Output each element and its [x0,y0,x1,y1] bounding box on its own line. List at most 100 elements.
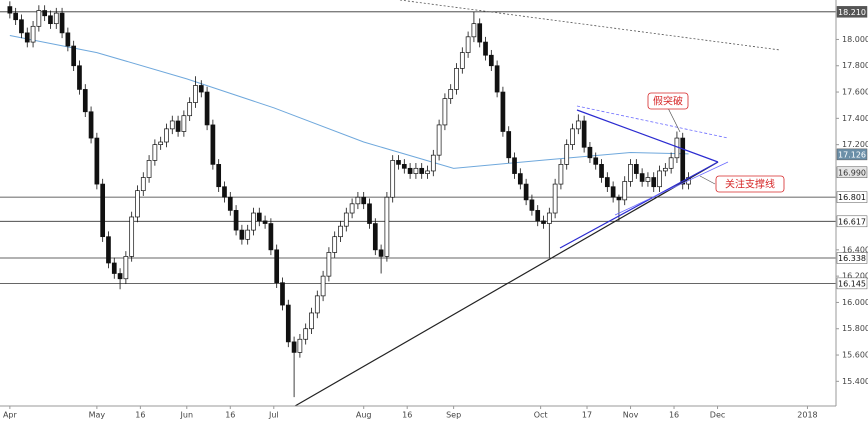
level-label: 16.338 [838,254,866,263]
candle-body [262,220,268,224]
annotation-box [715,175,785,193]
support-line-blue [559,161,719,249]
candle-body [628,164,633,182]
x-tick-label: 2018 [797,411,817,420]
candle-body [53,12,59,25]
y-tick-label: 16.000 [842,298,868,307]
candle-body [65,32,71,47]
candle-body [616,196,622,201]
candle-body [309,312,314,330]
candle-body [227,196,233,211]
candle-body [523,183,529,201]
resistance-line [576,109,719,163]
level-label-box [836,277,868,290]
candle-body [117,273,123,280]
candle-body [216,164,222,188]
candle-body [175,120,181,132]
candle-body [465,36,471,53]
x-tick-label: Jun [180,411,194,420]
candle-body [587,146,593,159]
x-tick-label: 16 [225,411,235,420]
candle-body [274,249,280,284]
x-tick-label: Sep [446,411,461,420]
y-tick-label: 15.600 [842,351,868,360]
x-tick-label: 16 [669,411,679,420]
candle-body [535,210,541,222]
candle-body [140,177,146,192]
candle-body [483,41,488,56]
candle-body [546,212,552,224]
candle-body [541,220,546,224]
candle-body [268,223,274,251]
x-tick-label: Apr [3,411,18,420]
candle-body [459,52,465,69]
candle-body [477,23,483,43]
y-tick-label: 18.000 [842,35,868,44]
candle-body [680,137,686,185]
candle-body [442,98,448,126]
candle-body [407,167,413,174]
candle-body [152,144,158,161]
candle-body [529,199,535,211]
y-tick-label: 17.200 [842,140,868,149]
x-tick-label: 16 [402,411,412,420]
candle-body [7,6,13,14]
candle-body [71,45,77,67]
candle-body [30,25,36,43]
candle-body [494,65,500,93]
y-tick-label: 17.600 [842,88,868,97]
candle-body [59,12,65,34]
candle-body [158,141,164,145]
candle-body [48,15,53,25]
candle-body [575,120,581,130]
plot-area [0,1,836,398]
y-tick-label: 15.800 [842,324,868,333]
candle-body [384,196,390,257]
candle-body [245,229,251,240]
x-tick-label: Aug [356,411,372,420]
candle-body [198,85,204,93]
candle-body [24,32,30,43]
annotation-box [647,92,689,110]
y-tick-label: 16.400 [842,245,868,254]
candle-body [82,89,88,113]
candle-body [314,295,320,314]
candle-body [552,183,558,214]
candle-body [401,164,407,169]
x-tick-label: Jul [268,411,279,420]
level-label-box [836,148,868,161]
candle-body [146,160,152,178]
candle-body [645,177,651,182]
candle-body [651,177,657,188]
y-tick-label: 15.400 [842,377,868,386]
candle-body [332,236,338,253]
candle-body [338,225,343,238]
annotation-pointer [667,107,681,133]
annotation: 关注支撑线 [725,178,775,191]
x-tick-label: Nov [623,411,639,420]
candle-body [135,190,140,218]
candle-body [564,144,570,165]
candle-body [251,212,256,231]
y-tick-label: 17.800 [842,61,868,70]
candle-body [129,216,135,257]
candle-body [662,167,668,172]
candle-body [193,85,198,103]
x-tick-label: Oct [534,411,548,420]
candle-body [19,19,24,34]
candle-body [303,328,309,340]
candle-body [210,124,216,165]
candle-body [506,131,512,159]
candle-body [390,160,396,198]
level-label-box [836,215,868,228]
candle-body [396,160,401,165]
candle-body [372,223,378,251]
candle-body [291,341,297,353]
candle-body [378,249,384,257]
candle-body [36,10,42,27]
x-tick-label: 17 [582,411,592,420]
candle-body [448,89,454,99]
candle-body [668,157,674,169]
